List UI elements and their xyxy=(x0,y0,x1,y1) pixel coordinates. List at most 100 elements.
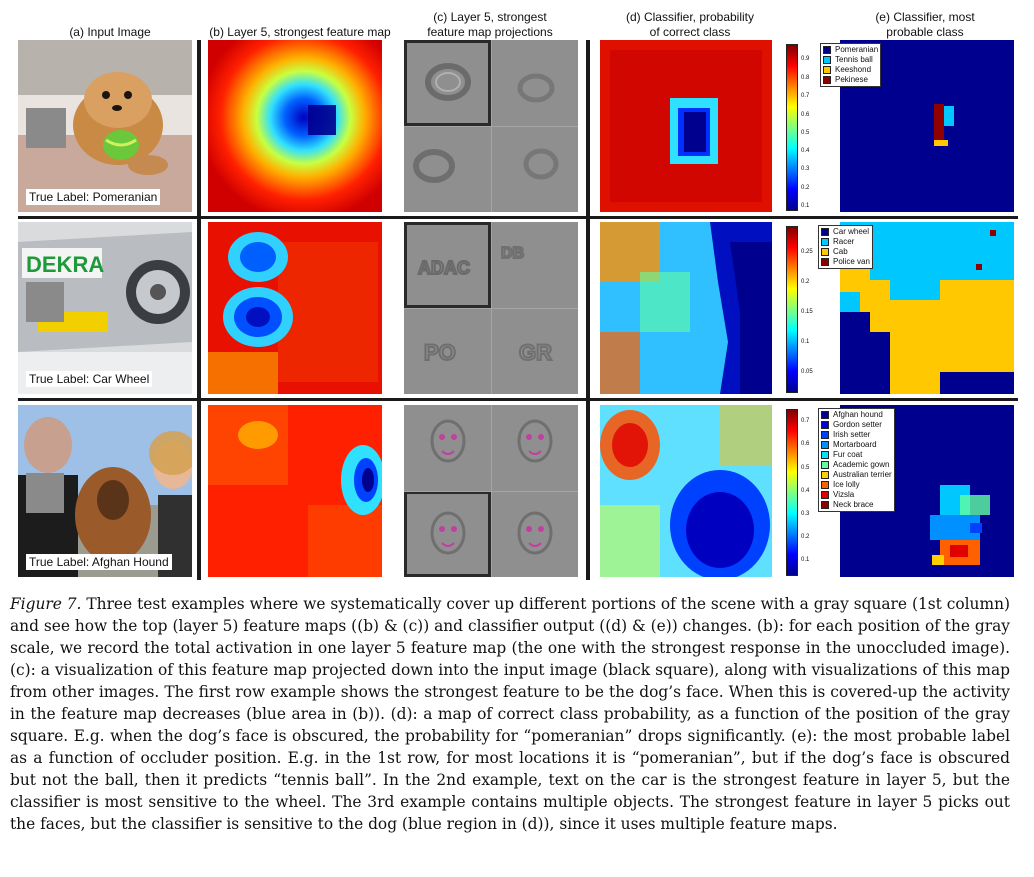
feature-map-row3 xyxy=(208,405,382,577)
legend-item: Vizsla xyxy=(821,490,892,500)
colorbar-tick: 0.1 xyxy=(801,203,810,209)
colorbar-tick: 0.2 xyxy=(801,185,810,191)
legend-item: Irish setter xyxy=(821,430,892,440)
true-label: True Label: Pomeranian xyxy=(26,189,161,205)
projection-highlighted xyxy=(404,40,491,126)
column-title-c-line2: feature map projections xyxy=(427,25,553,39)
probability-map-row1 xyxy=(600,40,772,212)
legend-swatch xyxy=(821,228,829,236)
input-image-afghan-hound: True Label: Afghan Hound xyxy=(18,405,192,577)
projection-highlighted: ADAC xyxy=(404,222,491,308)
legend-swatch xyxy=(821,441,829,449)
figure-caption: Figure 7. Three test examples where we s… xyxy=(10,593,1010,835)
projection-other-2 xyxy=(404,126,491,212)
projection-other-3: GR xyxy=(491,308,578,394)
colorbar-tick: 0.2 xyxy=(801,279,810,285)
car-photo: DEKRA xyxy=(18,222,192,394)
legend-item: Afghan hound xyxy=(821,410,892,420)
legend-swatch xyxy=(821,258,829,266)
projections-row3 xyxy=(404,405,578,577)
legend-swatch xyxy=(823,56,831,64)
feature-map-heatmap xyxy=(208,40,382,212)
projection-other-1 xyxy=(404,405,491,491)
projections-row1 xyxy=(404,40,578,212)
projection-other-3 xyxy=(491,126,578,212)
separator-c-d xyxy=(586,40,590,580)
legend-item: Keeshond xyxy=(823,65,878,75)
colorbar-tick: 0.6 xyxy=(801,112,810,118)
legend-swatch xyxy=(821,431,829,439)
legend-item: Tennis ball xyxy=(823,55,878,65)
separator-row2-row3 xyxy=(18,398,1018,401)
caption-label: Figure 7. xyxy=(10,595,82,613)
figure-7: (a) Input Image (b) Layer 5, strongest f… xyxy=(18,10,1018,580)
legend-item: Racer xyxy=(821,237,870,247)
probability-map-row3 xyxy=(600,405,772,577)
projection-other-1 xyxy=(491,40,578,126)
colorbar-tick: 0.15 xyxy=(801,309,813,315)
pomeranian-photo xyxy=(18,40,192,212)
svg-text:ADAC: ADAC xyxy=(418,258,470,278)
legend-item: Fur coat xyxy=(821,450,892,460)
colorbar-tick: 0.4 xyxy=(801,148,810,154)
colorbar-tick: 0.7 xyxy=(801,93,810,99)
projection-other-2 xyxy=(491,405,578,491)
legend-swatch xyxy=(821,421,829,429)
colorbar-tick: 0.2 xyxy=(801,534,810,540)
colorbar-row1 xyxy=(786,44,798,211)
legend-swatch xyxy=(821,248,829,256)
feature-map-row1 xyxy=(208,40,382,212)
legend-item: Cab xyxy=(821,247,870,257)
feature-map-heatmap xyxy=(208,405,382,577)
colorbar-tick: 0.5 xyxy=(801,130,810,136)
colorbar-tick: 0.6 xyxy=(801,441,810,447)
legend-item: Pomeranian xyxy=(823,45,878,55)
column-title-e-line1: (e) Classifier, most xyxy=(875,10,975,24)
legend-item: Car wheel xyxy=(821,227,870,237)
svg-text:DEKRA: DEKRA xyxy=(26,252,104,277)
class-map xyxy=(840,222,1014,394)
legend-item: Police van xyxy=(821,257,870,267)
probability-heatmap xyxy=(600,222,772,394)
separator-row1-row2 xyxy=(18,216,1018,219)
projection-highlighted xyxy=(404,491,491,577)
probability-heatmap xyxy=(600,405,772,577)
legend-item: Ice lolly xyxy=(821,480,892,490)
colorbar-tick: 0.25 xyxy=(801,249,813,255)
colorbar-tick: 0.05 xyxy=(801,369,813,375)
colorbar-tick: 0.7 xyxy=(801,418,810,424)
projection-other-2: PO xyxy=(404,308,491,394)
legend-row2: Car wheel Racer Cab Police van xyxy=(818,225,873,269)
true-label: True Label: Afghan Hound xyxy=(26,554,172,570)
legend-swatch xyxy=(821,481,829,489)
projection-other-3 xyxy=(491,491,578,577)
legend-swatch xyxy=(821,411,829,419)
legend-item: Australian terrier xyxy=(821,470,892,480)
svg-text:PO: PO xyxy=(424,340,456,365)
colorbar-tick: 0.3 xyxy=(801,511,810,517)
legend-swatch xyxy=(823,66,831,74)
column-title-a: (a) Input Image xyxy=(69,25,151,39)
gray-occluder-square xyxy=(26,473,64,513)
column-title-c-line1: (c) Layer 5, strongest xyxy=(433,10,547,24)
svg-text:DB: DB xyxy=(501,245,524,262)
colorbar-row3 xyxy=(786,409,798,576)
probability-heatmap xyxy=(600,40,772,212)
feature-map-heatmap xyxy=(208,222,382,394)
colorbar-tick: 0.1 xyxy=(801,557,810,563)
column-title-e-line2: probable class xyxy=(886,25,964,39)
colorbar-row2 xyxy=(786,226,798,393)
legend-item: Gordon setter xyxy=(821,420,892,430)
legend-item: Mortarboard xyxy=(821,440,892,450)
legend-swatch xyxy=(823,76,831,84)
legend-swatch xyxy=(821,451,829,459)
legend-swatch xyxy=(821,501,829,509)
gray-occluder-square xyxy=(26,282,64,322)
true-label: True Label: Car Wheel xyxy=(26,371,153,387)
legend-item: Pekinese xyxy=(823,75,878,85)
gray-occluder-square xyxy=(26,108,66,148)
feature-map-row2 xyxy=(208,222,382,394)
legend-row3: Afghan hound Gordon setter Irish setter … xyxy=(818,408,895,512)
legend-swatch xyxy=(821,238,829,246)
colorbar-tick: 0.3 xyxy=(801,166,810,172)
